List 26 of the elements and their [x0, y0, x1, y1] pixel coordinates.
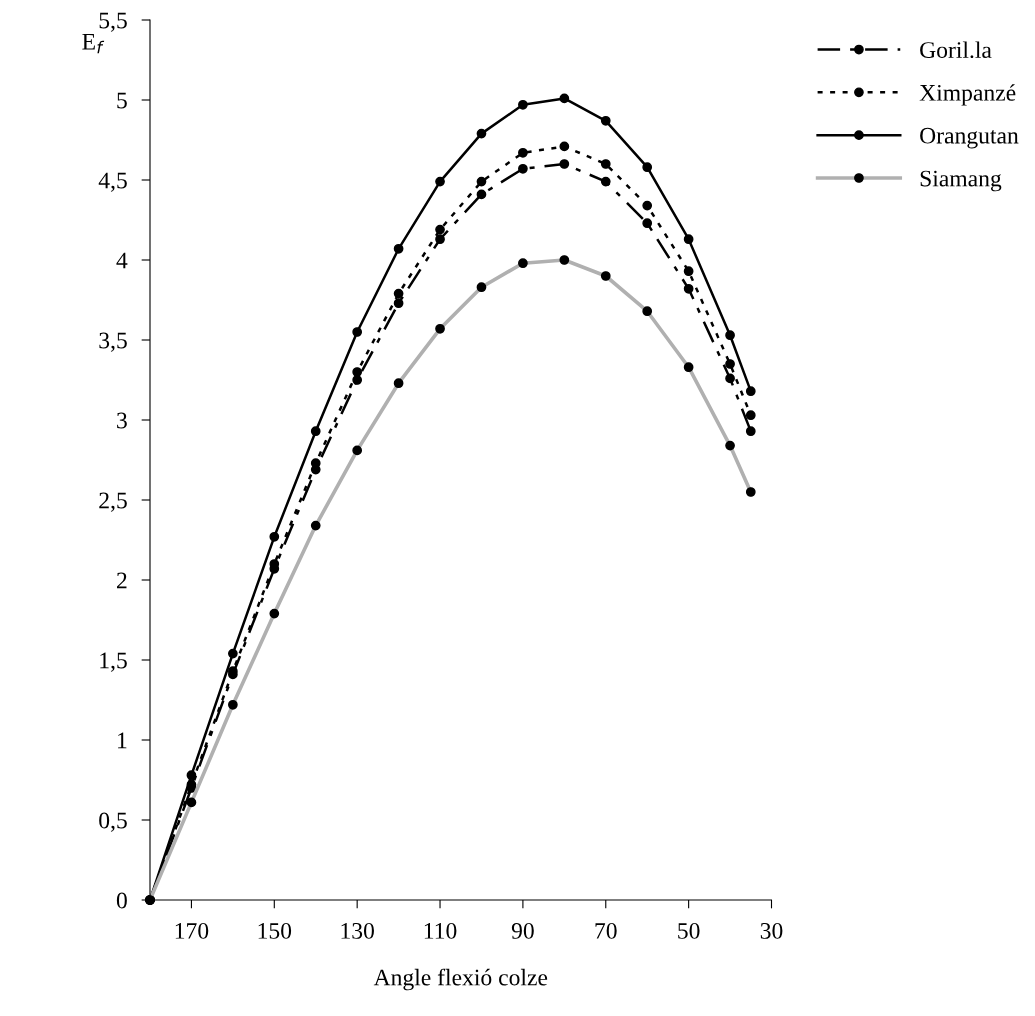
x-tick-label: 90: [511, 922, 534, 939]
y-tick-label: 2: [117, 572, 127, 589]
legend-label: Goril.la: [920, 41, 992, 59]
x-tick-label: 50: [678, 922, 700, 939]
y-tick-label: 3,5: [99, 332, 127, 352]
x-tick-label: 30: [760, 922, 783, 939]
x-tick-label: 170: [175, 922, 209, 939]
y-tick-label: 4,5: [98, 172, 127, 192]
x-tick-label: 110: [424, 922, 457, 939]
y-axis-title: E$_{f}$: [82, 34, 105, 54]
y-tick-label: 3: [117, 412, 127, 429]
legend-label: Siamang: [920, 170, 1002, 192]
y-tick-label: 2,5: [99, 492, 127, 512]
y-tick-label: 1,5: [100, 652, 127, 672]
y-tick-label: 0,5: [99, 812, 127, 832]
x-axis-title: Angle flexió colze: [373, 968, 548, 991]
y-tick-label: 1: [118, 732, 127, 749]
y-tick-label: 5,5: [99, 12, 127, 32]
y-tick-label: 0: [116, 892, 127, 909]
x-tick-label: 150: [258, 922, 292, 939]
y-tick-label: 4: [116, 252, 128, 269]
y-tick-label: 5: [117, 92, 127, 109]
x-tick-label: 70: [595, 922, 617, 939]
legend-label: Ximpanzé: [919, 84, 1016, 106]
x-tick-label: 130: [341, 922, 374, 939]
legend-label: Orangutan: [920, 127, 1019, 149]
